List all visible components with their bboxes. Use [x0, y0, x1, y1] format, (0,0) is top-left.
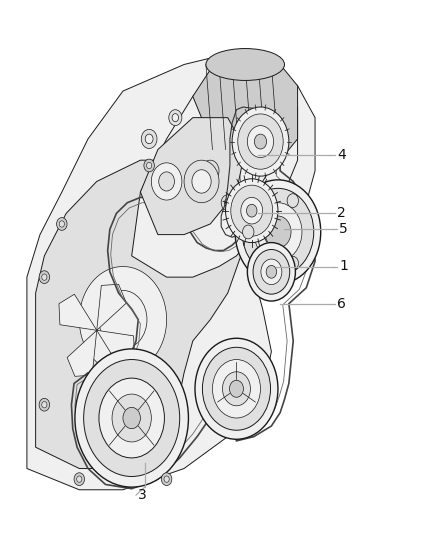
Circle shape — [195, 338, 278, 439]
Polygon shape — [27, 54, 315, 490]
Polygon shape — [193, 54, 297, 160]
Text: 3: 3 — [138, 488, 147, 502]
Circle shape — [202, 348, 271, 430]
Circle shape — [247, 204, 257, 217]
Polygon shape — [97, 284, 126, 330]
Polygon shape — [132, 64, 297, 277]
Circle shape — [261, 259, 282, 285]
Circle shape — [254, 203, 302, 261]
Circle shape — [169, 110, 182, 126]
Polygon shape — [97, 330, 134, 366]
Circle shape — [226, 179, 278, 243]
Text: 6: 6 — [337, 297, 346, 311]
Circle shape — [42, 274, 47, 280]
Circle shape — [238, 114, 283, 169]
Circle shape — [39, 271, 49, 284]
Circle shape — [287, 256, 298, 270]
Circle shape — [151, 163, 182, 200]
Circle shape — [144, 159, 154, 172]
Circle shape — [172, 114, 179, 122]
Circle shape — [112, 394, 151, 442]
Circle shape — [223, 372, 251, 406]
Circle shape — [161, 473, 172, 486]
Circle shape — [39, 398, 49, 411]
Ellipse shape — [206, 49, 285, 80]
Circle shape — [266, 265, 277, 278]
Polygon shape — [67, 330, 97, 376]
Text: 5: 5 — [339, 222, 348, 236]
Circle shape — [212, 360, 261, 418]
Circle shape — [253, 249, 290, 294]
Circle shape — [206, 165, 215, 176]
Circle shape — [42, 401, 47, 408]
Polygon shape — [141, 118, 245, 235]
Circle shape — [247, 126, 274, 158]
Circle shape — [84, 360, 180, 477]
Text: 2: 2 — [337, 206, 346, 220]
Circle shape — [123, 407, 141, 429]
Circle shape — [265, 216, 291, 248]
Circle shape — [221, 195, 234, 211]
Circle shape — [241, 197, 263, 224]
Circle shape — [230, 380, 244, 397]
Circle shape — [287, 193, 298, 207]
Text: 1: 1 — [339, 260, 348, 273]
Circle shape — [192, 169, 211, 193]
Circle shape — [77, 476, 82, 482]
Circle shape — [242, 188, 314, 276]
Circle shape — [99, 378, 164, 458]
Circle shape — [164, 476, 169, 482]
Text: 4: 4 — [337, 148, 346, 162]
Polygon shape — [35, 160, 241, 469]
Circle shape — [159, 172, 174, 191]
Circle shape — [224, 199, 231, 207]
Circle shape — [145, 134, 153, 144]
Circle shape — [243, 225, 254, 239]
Circle shape — [201, 160, 219, 181]
Circle shape — [79, 266, 166, 373]
Circle shape — [74, 473, 85, 486]
Circle shape — [57, 217, 67, 230]
Circle shape — [147, 163, 152, 168]
Circle shape — [232, 107, 289, 176]
Circle shape — [141, 130, 157, 149]
Circle shape — [231, 185, 273, 236]
Circle shape — [235, 180, 321, 284]
Circle shape — [247, 243, 295, 301]
Circle shape — [99, 290, 147, 349]
Circle shape — [254, 134, 267, 149]
Circle shape — [184, 160, 219, 203]
Circle shape — [59, 221, 64, 227]
Circle shape — [75, 349, 188, 487]
Polygon shape — [59, 294, 97, 330]
